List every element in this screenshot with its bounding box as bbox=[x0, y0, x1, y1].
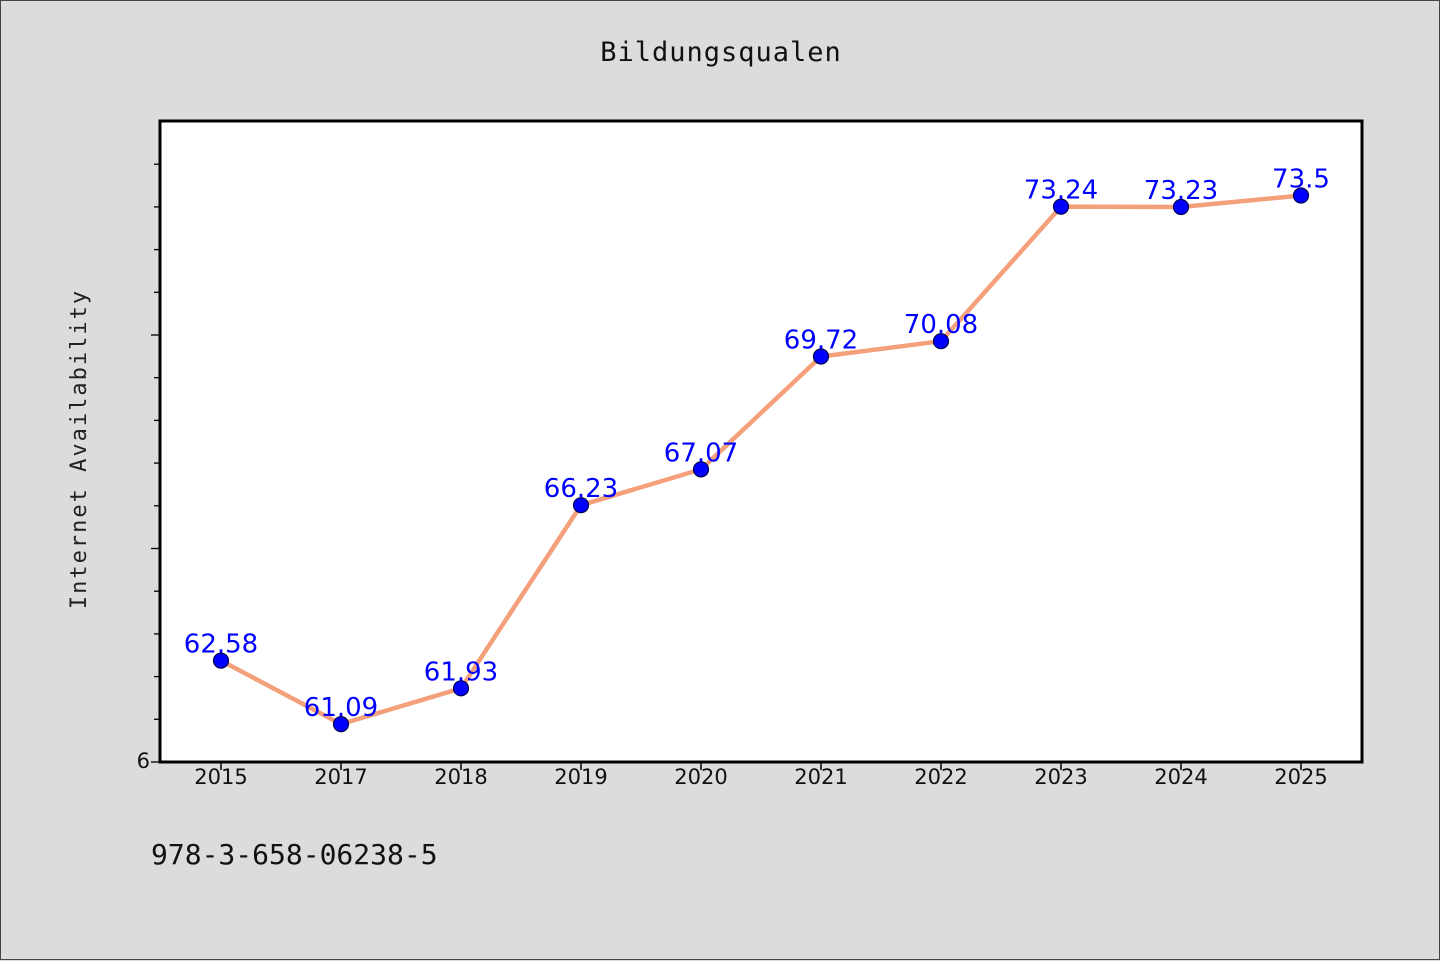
data-point-marker bbox=[692, 461, 710, 478]
x-tick-label: 2023 bbox=[1034, 765, 1087, 789]
x-tick-label: 2015 bbox=[194, 765, 247, 789]
data-label: 73.5 bbox=[1272, 165, 1330, 195]
data-point-marker bbox=[1172, 198, 1190, 216]
x-tick-label: 2018 bbox=[434, 765, 487, 789]
data-point-marker bbox=[572, 497, 590, 514]
data-label: 61.09 bbox=[304, 693, 378, 723]
data-point-marker bbox=[1052, 198, 1070, 215]
data-point-marker bbox=[1292, 187, 1310, 204]
data-point-marker bbox=[932, 333, 950, 350]
series-line bbox=[218, 193, 1304, 727]
series-layer bbox=[212, 187, 1310, 733]
x-tick-label: 2024 bbox=[1154, 765, 1207, 789]
x-axis-ticks: 2015 2017 2018 2019 2020 2021 2022 2023 2024 2025 bbox=[194, 762, 1328, 789]
x-tick-label: 2019 bbox=[554, 765, 607, 789]
data-label: 62.58 bbox=[184, 630, 258, 660]
data-labels-layer: 62.58 61.09 61.93 66.23 67.07 69.72 70.08 73.24… bbox=[184, 165, 1330, 724]
data-point-marker bbox=[332, 715, 350, 733]
data-label: 66.23 bbox=[544, 474, 618, 504]
data-point-marker bbox=[212, 652, 230, 669]
data-label: 61.93 bbox=[424, 657, 498, 687]
x-tick-label: 2025 bbox=[1274, 765, 1327, 789]
x-tick-label: 2022 bbox=[914, 765, 967, 789]
data-point-marker bbox=[812, 348, 830, 365]
data-point-marker bbox=[452, 680, 470, 697]
y-tick-label: 6 bbox=[137, 749, 150, 773]
x-tick-label: 2020 bbox=[674, 765, 727, 789]
chart-title: Bildungsqualen bbox=[600, 37, 842, 68]
y-axis-ticks: 6 bbox=[137, 163, 160, 773]
data-label: 73.24 bbox=[1024, 176, 1098, 206]
plot-area bbox=[158, 119, 1364, 764]
data-label: 70.08 bbox=[904, 310, 978, 340]
data-label: 69.72 bbox=[784, 326, 858, 356]
x-tick-label: 2021 bbox=[794, 765, 847, 789]
data-label: 67.07 bbox=[664, 438, 738, 468]
data-label: 73.23 bbox=[1144, 176, 1218, 206]
footnote-isbn: 978-3-658-06238-5 bbox=[151, 838, 438, 871]
x-tick-label: 2017 bbox=[314, 765, 367, 789]
y-axis-label: Internet Availability bbox=[67, 289, 92, 609]
